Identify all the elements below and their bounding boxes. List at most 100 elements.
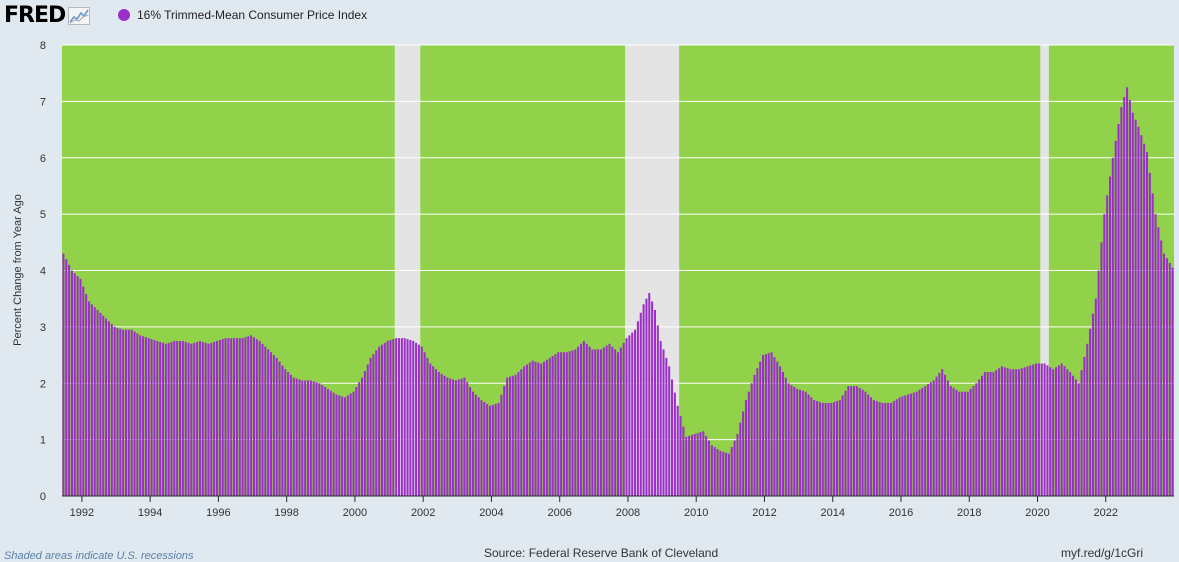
data-bar [284, 369, 287, 496]
x-tick-label: 2012 [752, 507, 776, 519]
data-bar [1143, 143, 1146, 496]
data-bar [437, 371, 440, 496]
data-bar [167, 342, 170, 496]
data-bar [392, 339, 395, 496]
data-bar [850, 386, 853, 496]
data-bar [415, 342, 418, 496]
fred-logo[interactable]: FRED [4, 3, 91, 28]
data-bar [164, 343, 167, 496]
data-bar [531, 360, 534, 496]
data-bar [608, 343, 611, 496]
data-bar [983, 371, 986, 496]
data-bar [65, 259, 68, 496]
data-bar [1012, 369, 1015, 496]
data-bar [380, 344, 383, 496]
data-bar [287, 371, 290, 496]
data-bar [898, 397, 901, 496]
data-bar [909, 393, 912, 496]
y-axis-ticks: 0 1 2 3 4 5 6 7 8 [40, 40, 46, 503]
data-bar [892, 401, 895, 496]
data-bar [981, 375, 984, 496]
data-bar [503, 386, 506, 496]
data-bar [233, 338, 236, 496]
data-bar [816, 401, 819, 496]
x-tick-label: 1998 [274, 507, 298, 519]
data-bar [79, 278, 82, 496]
data-bar [944, 374, 947, 496]
data-bar [230, 338, 233, 496]
data-bar [1037, 363, 1040, 496]
data-bar [238, 338, 241, 496]
data-bar [1086, 343, 1089, 496]
data-bar [565, 352, 568, 496]
source-credit: Source: Federal Reserve Bank of Clevelan… [484, 546, 719, 560]
data-bar [474, 394, 477, 496]
data-bar [625, 338, 628, 496]
data-bar [762, 355, 765, 496]
data-bar [713, 447, 716, 496]
data-bar [986, 371, 989, 496]
data-bar [90, 304, 93, 496]
data-bar [449, 378, 452, 496]
data-bar [779, 366, 782, 496]
data-bar [457, 379, 460, 496]
data-bar [989, 371, 992, 496]
data-bar [1123, 97, 1126, 496]
data-bar [383, 342, 386, 496]
data-bar [1106, 195, 1109, 497]
data-bar [634, 329, 637, 496]
data-bar [221, 339, 224, 496]
data-bar [372, 354, 375, 496]
data-bar [201, 341, 204, 496]
fred-logo-text: FRED [4, 3, 66, 28]
data-bar [671, 379, 674, 496]
data-bar [699, 432, 702, 496]
data-bar [528, 362, 531, 496]
data-bar [551, 356, 554, 496]
data-bar [420, 346, 423, 496]
data-bar [716, 449, 719, 496]
data-bar [378, 346, 381, 496]
data-bar [969, 388, 972, 496]
data-bar [156, 340, 159, 496]
data-bar [261, 343, 264, 496]
data-bar [1165, 258, 1168, 496]
data-bar [343, 397, 347, 496]
x-tick-label: 2010 [684, 507, 708, 519]
data-bar [247, 336, 250, 496]
data-bar [736, 433, 739, 496]
data-bar [272, 355, 275, 496]
data-bar [838, 400, 841, 496]
short-link[interactable]: myf.red/g/1cGri [1060, 546, 1143, 560]
data-bar [619, 347, 622, 496]
data-bar [796, 388, 799, 496]
data-bar [82, 286, 85, 496]
data-bar [605, 345, 608, 496]
data-bar [770, 352, 773, 496]
data-bar [798, 389, 802, 496]
data-bar [403, 338, 406, 496]
data-bar [776, 361, 779, 496]
data-bar [520, 369, 523, 496]
data-bar [543, 361, 546, 496]
data-bar [821, 402, 824, 496]
data-bar [1114, 140, 1117, 496]
data-bar [554, 354, 557, 496]
chart-legend: 16% Trimmed-Mean Consumer Price Index [118, 8, 367, 22]
data-bar [1154, 214, 1157, 496]
data-bar [446, 377, 449, 496]
data-bar [508, 376, 511, 496]
data-bar [995, 370, 998, 496]
data-bar [1137, 126, 1140, 497]
data-bar [793, 387, 796, 496]
data-bar [688, 435, 691, 496]
x-tick-label: 2004 [479, 507, 503, 519]
data-bar [631, 332, 634, 496]
data-bar [241, 338, 244, 496]
data-bar [480, 400, 483, 496]
data-bar [1054, 367, 1057, 496]
data-bar [389, 340, 392, 496]
data-bar [972, 386, 975, 496]
data-bar [562, 352, 565, 496]
